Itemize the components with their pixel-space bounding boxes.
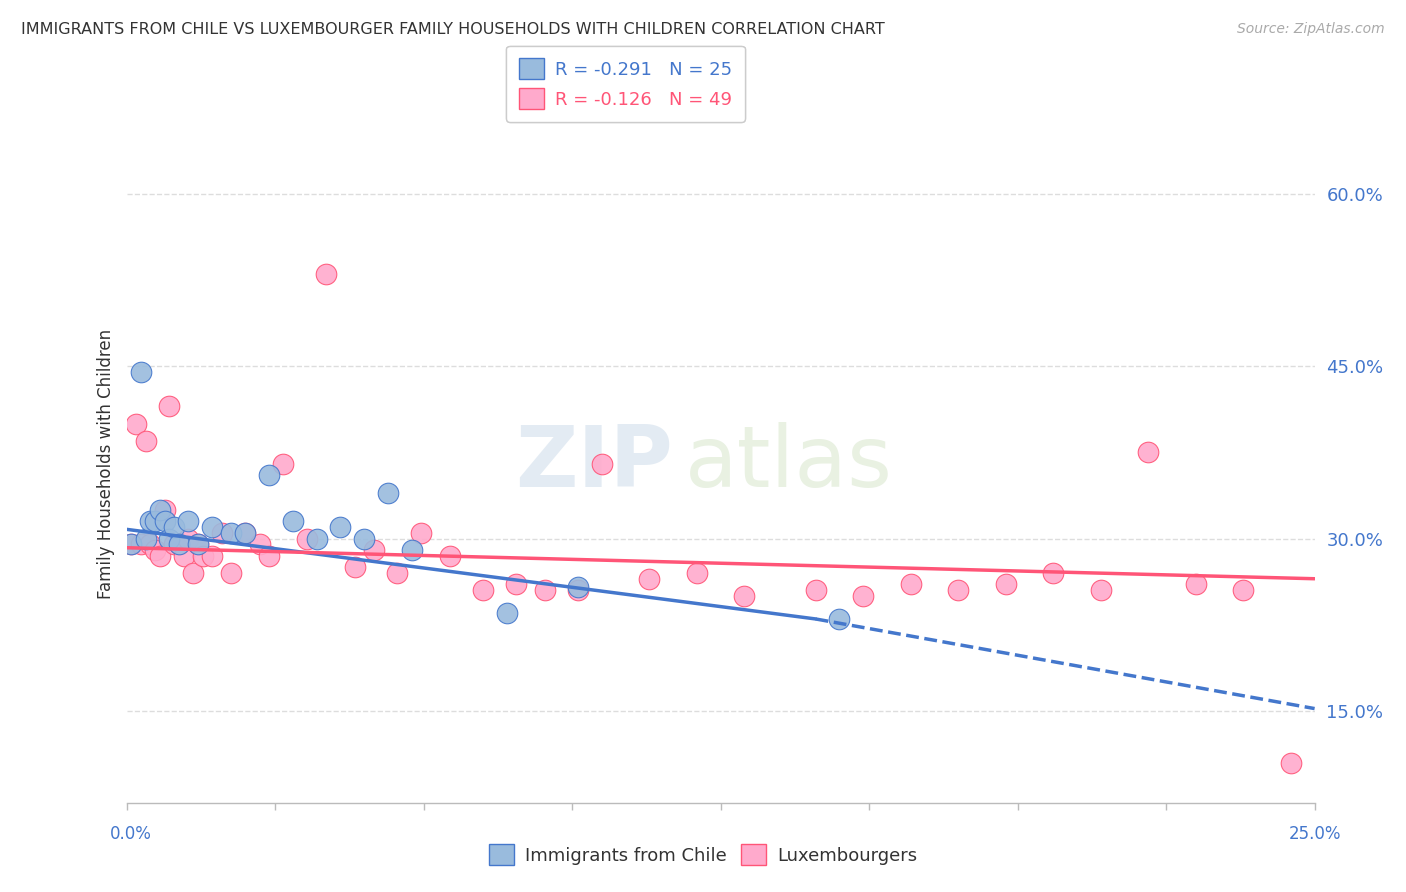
Point (567, 583, 589, 598)
Point (201, 549, 224, 563)
Point (377, 485, 399, 500)
Text: 0.0%: 0.0% (110, 825, 152, 843)
Point (257, 468, 280, 483)
Point (143, 543, 166, 558)
Point (167, 537, 190, 551)
Point (173, 549, 195, 563)
Point (533, 583, 555, 598)
Point (733, 589, 755, 603)
Point (143, 514, 166, 528)
Point (1184, 577, 1206, 591)
Point (139, 537, 162, 551)
Point (153, 503, 176, 517)
Point (135, 434, 157, 448)
Point (177, 514, 200, 528)
Point (387, 566, 409, 580)
Point (1232, 583, 1254, 598)
Point (149, 503, 172, 517)
Point (281, 514, 304, 528)
Point (157, 532, 180, 546)
Point (167, 537, 190, 551)
Point (804, 583, 827, 598)
Point (187, 537, 209, 551)
Point (363, 543, 385, 558)
Point (201, 520, 224, 534)
Point (1137, 445, 1160, 459)
Point (181, 566, 204, 580)
Point (177, 532, 200, 546)
Point (163, 537, 186, 551)
Point (1090, 583, 1112, 598)
Point (353, 532, 375, 546)
Text: atlas: atlas (685, 422, 893, 506)
Point (233, 525, 256, 540)
Point (233, 525, 256, 540)
Point (343, 560, 366, 574)
Point (120, 537, 142, 551)
Point (828, 612, 851, 626)
Text: Source: ZipAtlas.com: Source: ZipAtlas.com (1237, 22, 1385, 37)
Point (135, 532, 157, 546)
Point (852, 589, 875, 603)
Point (149, 549, 172, 563)
Point (139, 514, 162, 528)
Legend: R = -0.291   N = 25, R = -0.126   N = 49: R = -0.291 N = 25, R = -0.126 N = 49 (506, 45, 745, 122)
Point (1279, 756, 1302, 770)
Point (219, 566, 242, 580)
Point (129, 537, 152, 551)
Point (257, 549, 280, 563)
Point (900, 577, 922, 591)
Y-axis label: Family Households with Children: Family Households with Children (97, 329, 115, 599)
Point (305, 532, 328, 546)
Point (411, 525, 433, 540)
Point (295, 532, 318, 546)
Point (401, 543, 423, 558)
Point (125, 417, 148, 431)
Point (591, 457, 613, 471)
Point (505, 577, 527, 591)
Point (153, 514, 176, 528)
Point (163, 520, 186, 534)
Point (129, 365, 152, 379)
Text: IMMIGRANTS FROM CHILE VS LUXEMBOURGER FAMILY HOUSEHOLDS WITH CHILDREN CORRELATIO: IMMIGRANTS FROM CHILE VS LUXEMBOURGER FA… (21, 22, 884, 37)
Point (219, 525, 242, 540)
Point (211, 525, 233, 540)
Point (187, 537, 209, 551)
Point (315, 267, 337, 281)
Point (249, 537, 271, 551)
Point (994, 577, 1017, 591)
Legend: Immigrants from Chile, Luxembourgers: Immigrants from Chile, Luxembourgers (479, 835, 927, 874)
Point (157, 400, 180, 414)
Point (472, 583, 495, 598)
Point (638, 572, 661, 586)
Point (439, 549, 461, 563)
Point (495, 606, 517, 620)
Point (946, 583, 969, 598)
Point (273, 457, 295, 471)
Text: 25.0%: 25.0% (1288, 825, 1341, 843)
Point (1042, 566, 1064, 580)
Point (191, 549, 214, 563)
Point (567, 580, 589, 594)
Point (329, 520, 352, 534)
Point (686, 566, 709, 580)
Point (120, 537, 142, 551)
Text: ZIP: ZIP (516, 422, 673, 506)
